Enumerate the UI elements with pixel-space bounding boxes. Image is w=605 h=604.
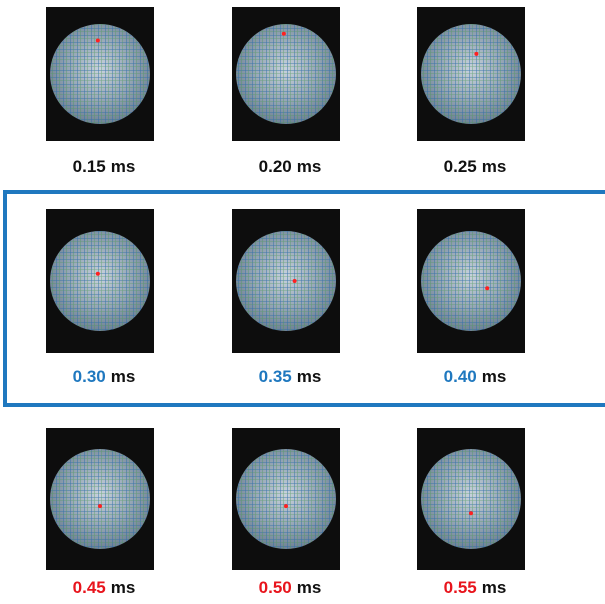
time-value: 0.20 (259, 157, 292, 176)
time-value: 0.50 (259, 578, 292, 597)
center-marker (284, 504, 288, 508)
center-marker (96, 272, 100, 276)
image-panel (417, 209, 525, 353)
image-panel (232, 428, 340, 570)
time-value: 0.35 (259, 367, 292, 386)
time-unit: ms (482, 367, 507, 386)
time-unit: ms (297, 367, 322, 386)
image-panel (417, 7, 525, 141)
grid-overlay (50, 231, 150, 331)
time-value: 0.40 (444, 367, 477, 386)
time-unit: ms (482, 578, 507, 597)
center-marker (293, 279, 297, 283)
grid-overlay (236, 449, 336, 549)
figure: 0.15ms0.20ms0.25ms0.30ms0.35ms0.40ms0.45… (0, 0, 605, 604)
time-value: 0.15 (73, 157, 106, 176)
time-label: 0.25 ms (444, 157, 507, 176)
grid-overlay (421, 449, 521, 549)
time-label: 0.45 ms (73, 578, 136, 597)
grid-overlay (50, 24, 150, 124)
center-marker (474, 52, 478, 56)
center-marker (469, 511, 473, 515)
time-value: 0.25 (444, 157, 477, 176)
time-label: 0.30 ms (73, 367, 136, 386)
time-value: 0.45 (73, 578, 106, 597)
time-value: 0.30 (73, 367, 106, 386)
image-panel (46, 7, 154, 141)
time-label: 0.40 ms (444, 367, 507, 386)
time-unit: ms (297, 578, 322, 597)
grid-overlay (236, 24, 336, 124)
image-panel (417, 428, 525, 570)
image-panel (232, 209, 340, 353)
time-unit: ms (111, 578, 136, 597)
center-marker (485, 286, 489, 290)
time-unit: ms (297, 157, 322, 176)
center-marker (282, 32, 286, 36)
time-label: 0.15 ms (73, 157, 136, 176)
grid-overlay (421, 24, 521, 124)
image-panel (232, 7, 340, 141)
time-unit: ms (111, 157, 136, 176)
grid-overlay (236, 231, 336, 331)
time-unit: ms (482, 157, 507, 176)
time-value: 0.55 (444, 578, 477, 597)
time-unit: ms (111, 367, 136, 386)
grid-overlay (421, 231, 521, 331)
time-label: 0.20 ms (259, 157, 322, 176)
time-label: 0.35 ms (259, 367, 322, 386)
time-label: 0.50 ms (259, 578, 322, 597)
time-label: 0.55 ms (444, 578, 507, 597)
image-panel (46, 428, 154, 570)
center-marker (98, 504, 102, 508)
grid-overlay (50, 449, 150, 549)
image-panel (46, 209, 154, 353)
center-marker (96, 39, 100, 43)
